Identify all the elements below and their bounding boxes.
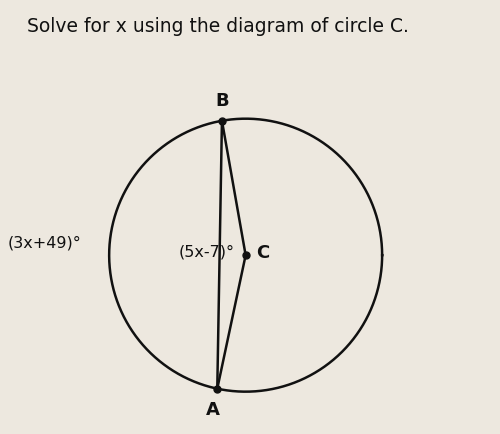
Text: (3x+49)°: (3x+49)°	[8, 234, 82, 250]
Text: C: C	[256, 243, 269, 261]
Text: A: A	[206, 400, 220, 418]
Text: B: B	[215, 92, 229, 110]
Text: (5x-7)°: (5x-7)°	[178, 243, 234, 259]
Text: Solve for x using the diagram of circle C.: Solve for x using the diagram of circle …	[27, 16, 409, 36]
